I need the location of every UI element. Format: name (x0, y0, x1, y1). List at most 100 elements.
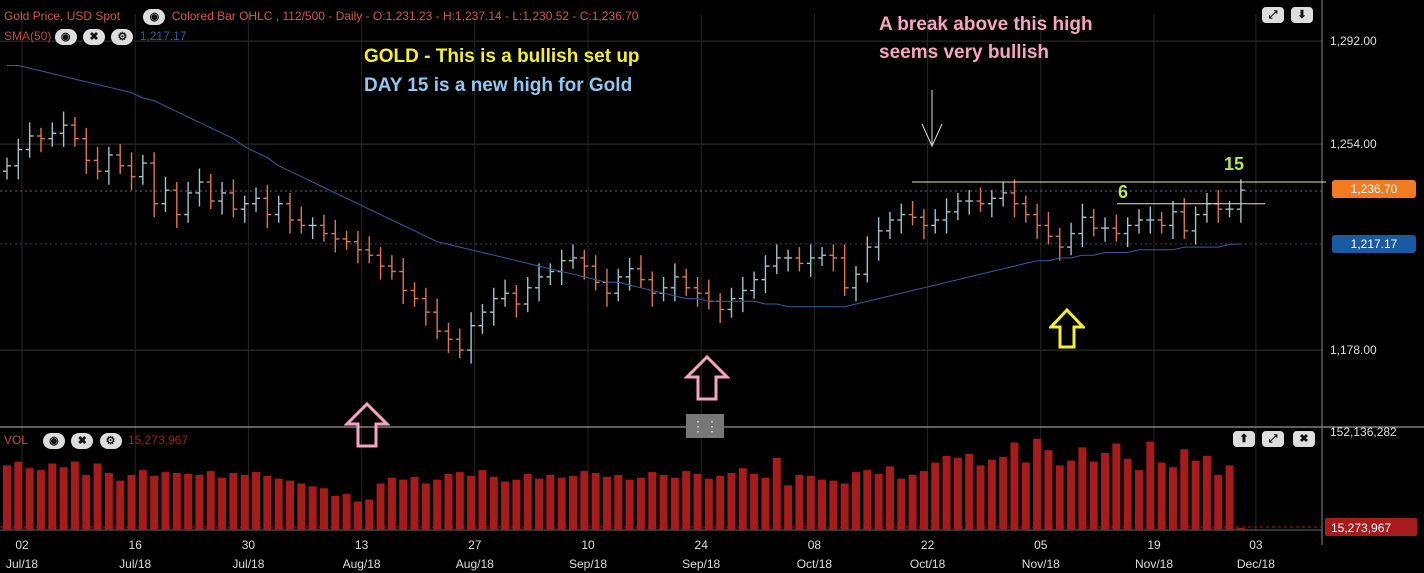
x-tick-day: 22 (921, 538, 935, 552)
ohlc-bar (1044, 211, 1053, 245)
volume-bars (0, 438, 1322, 530)
ohlc-bar (569, 244, 577, 269)
volume-bar (999, 456, 1008, 530)
ohlc-bar (953, 192, 962, 220)
x-tick-month: Sep/18 (682, 557, 720, 571)
volume-tag (1325, 518, 1417, 536)
x-tick-month: Dec/18 (1237, 557, 1275, 571)
volume-bar (1146, 441, 1155, 530)
volume-bar (342, 493, 351, 530)
volume-bar (1180, 449, 1189, 530)
volume-tick-label: 15,273,967 (1331, 521, 1391, 535)
annotation-gold-setup: GOLD - This is a bullish set up (364, 46, 640, 67)
volume-bar (1157, 462, 1166, 530)
x-tick-day: 19 (1147, 538, 1161, 552)
ohlc-bar (1112, 214, 1121, 242)
ohlc-bar (3, 157, 11, 180)
collapse-icon[interactable]: ⬇ (1291, 7, 1313, 23)
ohlc-bar (738, 276, 747, 313)
x-tick-month: Nov/18 (1135, 557, 1173, 571)
ohlc-bar (885, 211, 894, 239)
volume-bar (116, 480, 125, 530)
x-tick-month: Sep/18 (569, 557, 607, 571)
expand-icon[interactable]: ⤢ (1262, 7, 1284, 23)
ohlc-bar (852, 266, 860, 302)
volume-bar (184, 473, 193, 530)
ohlc-bar (580, 249, 589, 280)
volume-bar (716, 475, 725, 530)
x-tick-day: 27 (468, 538, 482, 552)
close-icon[interactable]: ✖ (1293, 431, 1315, 447)
price-tick-label: 1,254.00 (1330, 137, 1377, 151)
arrow-up-icon[interactable]: ⬆ (1233, 431, 1255, 447)
volume-bar (48, 463, 57, 530)
label-6: 6 (1118, 182, 1129, 202)
volume-bar (1055, 465, 1064, 530)
volume-bar (70, 461, 79, 530)
ohlc-bar (138, 154, 147, 185)
volume-bar (365, 499, 374, 530)
ohlc-bar (557, 249, 566, 286)
volume-bar (1078, 447, 1087, 530)
eye-icon[interactable]: ◉ (54, 29, 77, 45)
volume-bar (682, 471, 691, 530)
ohlc-bar (512, 285, 521, 318)
gear-icon[interactable]: ⚙ (111, 29, 134, 45)
volume-bar (104, 473, 113, 530)
volume-bar (670, 477, 679, 530)
volume-bar (501, 481, 510, 530)
ohlc-bar (908, 201, 917, 226)
ohlc-bar (1101, 217, 1110, 242)
ohlc-bar (36, 127, 45, 153)
ohlc-bar (184, 182, 193, 223)
ohlc-bar (682, 268, 691, 296)
ohlc-bar (263, 184, 272, 229)
volume-bar (297, 483, 306, 530)
volume-bar (987, 459, 996, 530)
ohlc-bar (1214, 190, 1223, 223)
volume-bar (1135, 470, 1143, 530)
last-price-tag: 1,236.70 (1332, 180, 1416, 198)
ohlc-bar (14, 138, 23, 180)
close-icon[interactable]: ✖ (83, 29, 106, 45)
ohlc-bar (1010, 179, 1019, 218)
eye-icon[interactable]: ◉ (143, 9, 166, 25)
volume-bar (14, 461, 23, 530)
volume-bar (421, 483, 430, 530)
volume-bar (1089, 461, 1098, 530)
eye-icon[interactable]: ◉ (42, 433, 65, 449)
volume-bar (218, 477, 227, 530)
volume-bar (1010, 442, 1019, 530)
volume-tick-label: 152,136,282 (1330, 425, 1397, 439)
volume-bar (750, 473, 759, 530)
ohlc-bar (659, 276, 668, 302)
ohlc-bar (501, 279, 510, 307)
ohlc-bar (546, 263, 555, 286)
volume-bar (523, 473, 532, 530)
volume-bar (1033, 438, 1042, 530)
volume-bar (172, 473, 181, 530)
x-tick-day: 08 (808, 538, 822, 552)
ohlc-bar (274, 195, 283, 223)
price-bars (3, 111, 1245, 364)
volume-bar (127, 474, 136, 530)
gear-icon[interactable]: ⚙ (99, 433, 122, 449)
volume-bar (512, 479, 521, 530)
x-tick-day: 02 (15, 538, 29, 552)
ohlc-bar (1078, 203, 1087, 248)
volume-bar (1021, 462, 1030, 530)
volume-bar (784, 485, 793, 530)
volume-bar (874, 473, 883, 530)
ohlc-bar (1191, 206, 1200, 245)
panel-resize-handle[interactable]: ⋮⋮ (686, 414, 724, 438)
ohlc-bar (48, 122, 57, 147)
ohlc-bar (999, 182, 1008, 207)
volume-bar (738, 468, 747, 530)
volume-bar (195, 474, 204, 530)
close-icon[interactable]: ✖ (71, 433, 94, 449)
ohlc-bar (716, 293, 725, 323)
expand-icon[interactable]: ⤢ (1262, 431, 1284, 447)
ohlc-bar (93, 146, 102, 180)
x-tick-day: 24 (695, 538, 709, 552)
volume-bar (1225, 465, 1234, 530)
